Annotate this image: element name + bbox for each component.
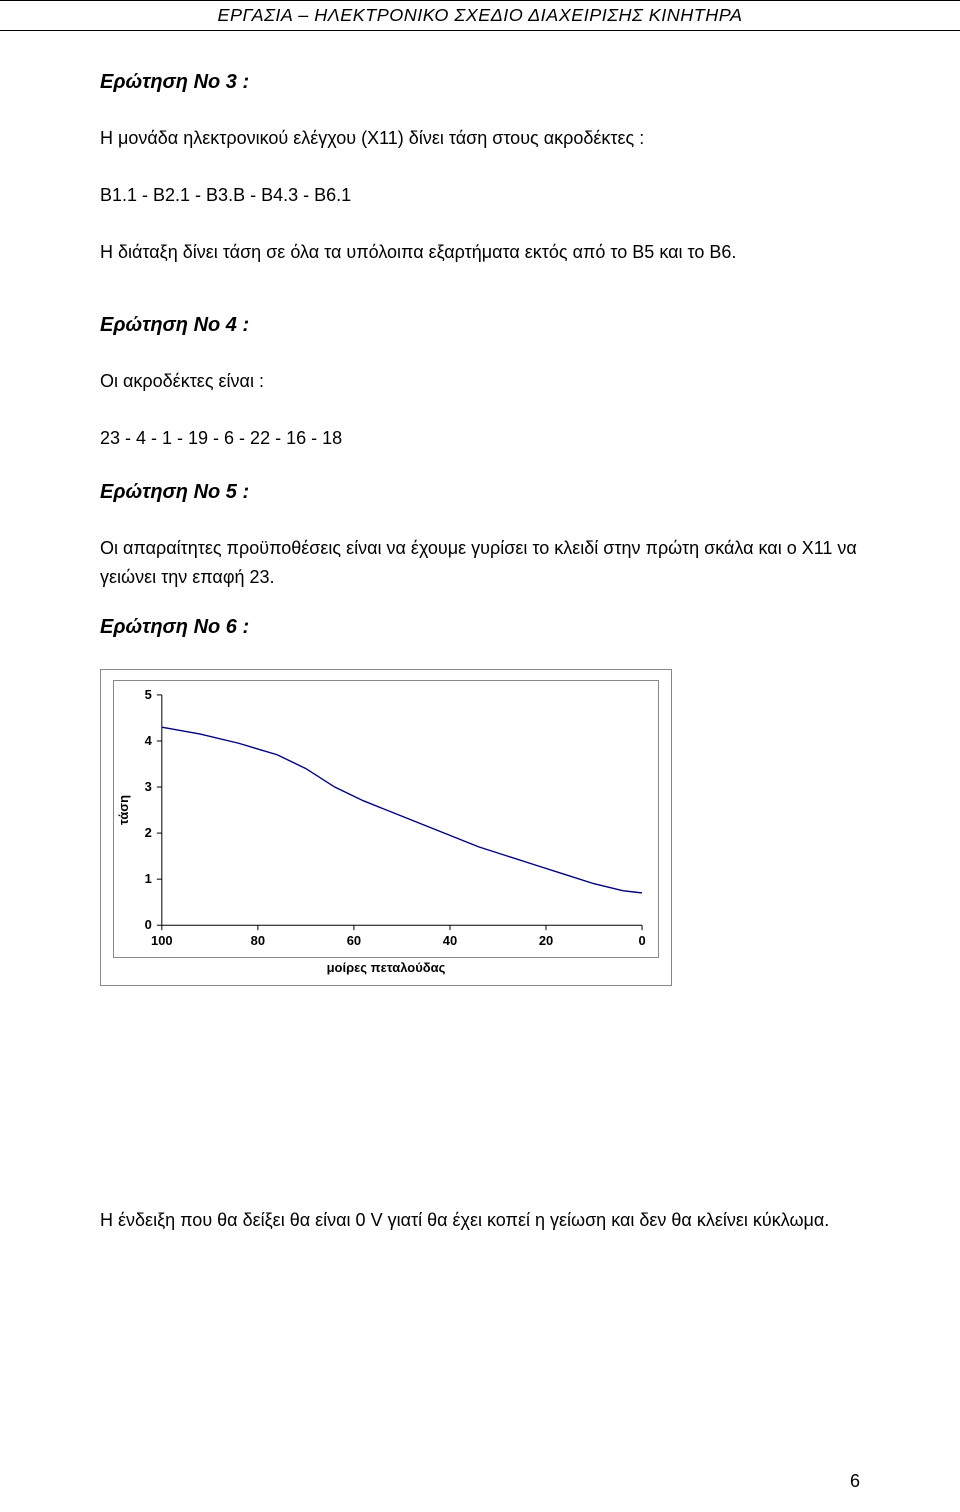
chart-svg: 0 1 2 3 4 5 100 80 60 40 20 0 τάση (114, 681, 658, 957)
question-6-heading: Ερώτηση Νο 6 : (100, 616, 860, 639)
question-3-text-1: Η μονάδα ηλεκτρονικού ελέγχου (Χ11) δίνε… (100, 124, 860, 153)
chart-outer-container: 0 1 2 3 4 5 100 80 60 40 20 0 τάση μοίρες πεταλούδας (100, 669, 672, 986)
document-header-title: ΕΡΓΑΣΙΑ – ΗΛΕΚΤΡΟΝΙΚΟ ΣΧΕΔΙΟ ΔΙΑΧΕΙΡΙΣΗΣ… (0, 1, 960, 30)
svg-text:2: 2 (145, 825, 152, 840)
question-3-text-3: Η διάταξη δίνει τάση σε όλα τα υπόλοιπα … (100, 238, 860, 267)
question-5-heading: Ερώτηση Νο 5 : (100, 481, 860, 504)
chart-plot-area: 0 1 2 3 4 5 100 80 60 40 20 0 τάση (113, 680, 659, 958)
svg-text:60: 60 (347, 933, 361, 948)
page-number: 6 (850, 1471, 860, 1492)
question-5-text-1: Οι απαραίτητες προϋποθέσεις είναι να έχο… (100, 534, 860, 592)
question-3-heading: Ερώτηση Νο 3 : (100, 71, 860, 94)
svg-text:0: 0 (145, 917, 152, 932)
svg-text:5: 5 (145, 686, 152, 701)
chart-x-axis-label: μοίρες πεταλούδας (113, 960, 659, 975)
svg-text:1: 1 (145, 871, 152, 886)
svg-text:τάση: τάση (116, 795, 131, 825)
question-4-text-2: 23 - 4 - 1 - 19 - 6 - 22 - 16 - 18 (100, 424, 860, 453)
svg-text:40: 40 (443, 933, 457, 948)
svg-text:100: 100 (151, 933, 173, 948)
question-3-text-2: Β1.1 - Β2.1 - Β3.Β - Β4.3 - Β6.1 (100, 181, 860, 210)
page-content: Ερώτηση Νο 3 : Η μονάδα ηλεκτρονικού ελέ… (0, 31, 960, 1234)
svg-text:3: 3 (145, 779, 152, 794)
svg-text:80: 80 (251, 933, 265, 948)
question-4-heading: Ερώτηση Νο 4 : (100, 314, 860, 337)
svg-text:4: 4 (145, 733, 153, 748)
footer-answer-text: Η ένδειξη που θα δείξει θα είναι 0 V για… (100, 1206, 860, 1235)
svg-text:0: 0 (638, 933, 645, 948)
svg-text:20: 20 (539, 933, 553, 948)
question-4-text-1: Οι ακροδέκτες είναι : (100, 367, 860, 396)
